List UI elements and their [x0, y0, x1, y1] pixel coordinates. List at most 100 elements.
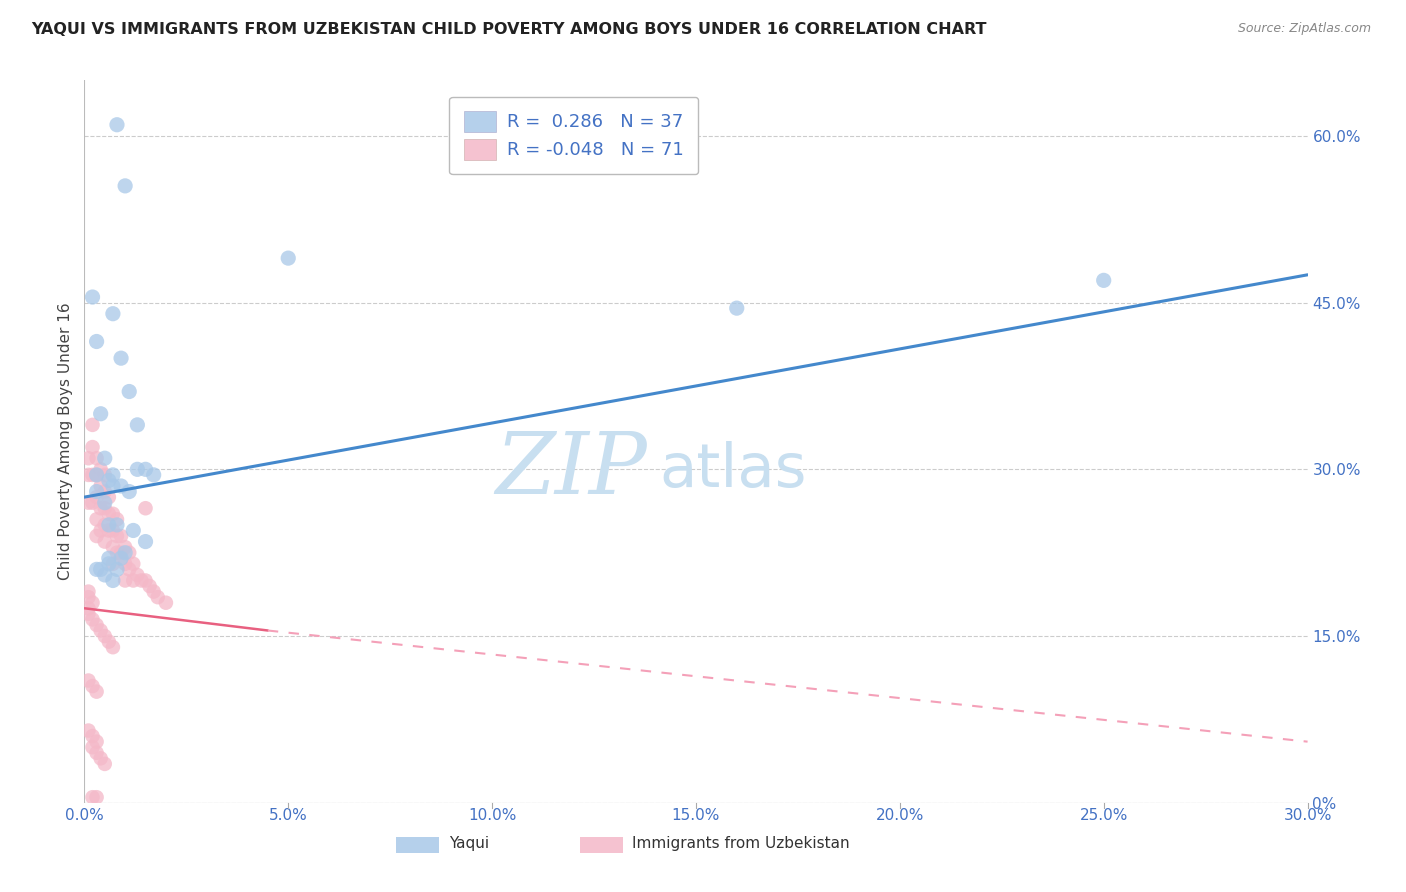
Point [131, 574, 153, 588]
Point [97, 474, 120, 488]
Point [118, 484, 141, 499]
Point [146, 590, 169, 604]
Point [90, 751, 112, 765]
Point [105, 118, 128, 132]
Point [97, 524, 120, 538]
Point [110, 551, 132, 566]
Point [110, 546, 132, 560]
Text: atlas: atlas [659, 441, 807, 500]
Legend: R =  0.286   N = 37, R = -0.048   N = 71: R = 0.286 N = 37, R = -0.048 N = 71 [449, 96, 699, 174]
Point [127, 462, 149, 476]
Point [90, 479, 112, 493]
Point [90, 462, 112, 476]
Y-axis label: Child Poverty Among Boys Under 16: Child Poverty Among Boys Under 16 [58, 302, 73, 581]
Point [93, 451, 115, 466]
Point [110, 351, 132, 366]
Point [725, 301, 748, 315]
Point [138, 579, 160, 593]
Point [114, 540, 136, 554]
Point [82, 679, 104, 693]
Point [82, 740, 104, 755]
Point [118, 384, 141, 399]
Point [77, 451, 100, 466]
Point [105, 512, 128, 526]
Point [155, 596, 177, 610]
Point [101, 574, 124, 588]
Point [77, 467, 100, 482]
Point [105, 517, 128, 532]
Point [114, 557, 136, 571]
Point [86, 484, 108, 499]
Point [93, 467, 115, 482]
Point [93, 501, 115, 516]
Point [86, 684, 108, 698]
Point [77, 723, 100, 738]
Point [77, 584, 100, 599]
Point [82, 290, 104, 304]
Point [86, 467, 108, 482]
Point [86, 790, 108, 805]
Point [97, 634, 120, 648]
Point [110, 479, 132, 493]
Point [82, 440, 104, 454]
Point [86, 746, 108, 760]
Point [101, 467, 124, 482]
Point [142, 584, 165, 599]
Point [97, 490, 120, 504]
Point [93, 629, 115, 643]
Point [101, 557, 124, 571]
Text: ZIP: ZIP [495, 429, 647, 512]
Point [142, 467, 165, 482]
Point [86, 734, 108, 748]
Point [97, 551, 120, 566]
Point [82, 496, 104, 510]
Point [118, 562, 141, 576]
Text: Immigrants from Uzbekistan: Immigrants from Uzbekistan [633, 837, 851, 852]
Point [77, 601, 100, 615]
Point [90, 562, 112, 576]
Point [135, 574, 157, 588]
Bar [579, 838, 623, 854]
Point [86, 334, 108, 349]
Point [135, 462, 157, 476]
Point [93, 568, 115, 582]
Point [97, 517, 120, 532]
Point [93, 517, 115, 532]
Point [101, 479, 124, 493]
Point [90, 501, 112, 516]
Bar [396, 838, 439, 854]
Point [110, 529, 132, 543]
Point [122, 524, 145, 538]
Point [97, 507, 120, 521]
Point [86, 529, 108, 543]
Point [122, 557, 145, 571]
Point [127, 568, 149, 582]
Point [101, 540, 124, 554]
Point [118, 546, 141, 560]
Point [86, 451, 108, 466]
Point [82, 790, 104, 805]
Point [101, 307, 124, 321]
Point [90, 524, 112, 538]
Point [114, 574, 136, 588]
Point [105, 529, 128, 543]
Point [135, 501, 157, 516]
Point [1092, 273, 1115, 287]
Point [135, 534, 157, 549]
Text: YAQUI VS IMMIGRANTS FROM UZBEKISTAN CHILD POVERTY AMONG BOYS UNDER 16 CORRELATIO: YAQUI VS IMMIGRANTS FROM UZBEKISTAN CHIL… [31, 22, 987, 37]
Point [114, 178, 136, 193]
Point [77, 607, 100, 621]
Point [105, 546, 128, 560]
Point [82, 612, 104, 626]
Point [77, 590, 100, 604]
Point [93, 496, 115, 510]
Point [122, 574, 145, 588]
Text: Source: ZipAtlas.com: Source: ZipAtlas.com [1237, 22, 1371, 36]
Text: Yaqui: Yaqui [449, 837, 489, 852]
Point [86, 562, 108, 576]
Point [101, 507, 124, 521]
Point [277, 251, 299, 265]
Point [86, 467, 108, 482]
Point [86, 490, 108, 504]
Point [86, 618, 108, 632]
